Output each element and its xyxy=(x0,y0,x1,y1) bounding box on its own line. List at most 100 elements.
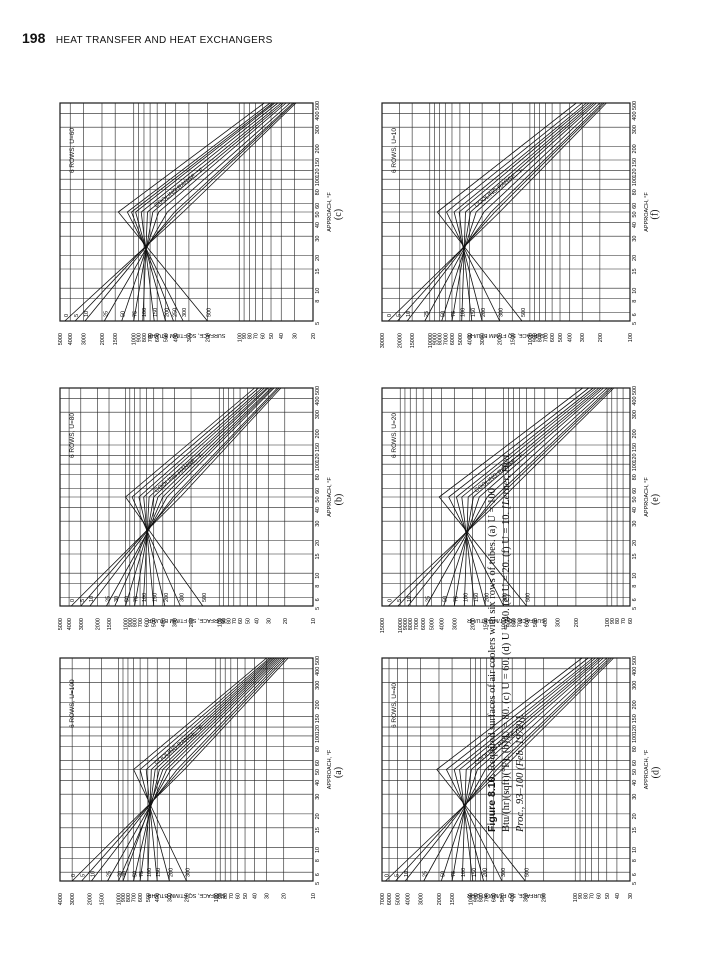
series-150-line xyxy=(140,102,279,322)
surface-tick-label: 400 xyxy=(174,333,180,342)
series-500-label: 500 xyxy=(524,868,530,877)
series-50-line xyxy=(125,387,272,607)
approach-tick-label: 150 xyxy=(632,714,638,723)
approach-tick-label: 60 xyxy=(315,760,321,766)
approach-tick-label: 10 xyxy=(315,288,321,294)
surface-tick-label: 2000 xyxy=(471,618,477,630)
approach-tick-label: 300 xyxy=(632,125,638,134)
surface-tick-label: 10 xyxy=(311,893,317,899)
x-axis-label: APPROACH, °F xyxy=(327,749,333,789)
series-10-line xyxy=(404,657,610,882)
series-300-label: 300 xyxy=(186,868,192,877)
surface-tick-label: 20 xyxy=(311,333,317,339)
page-number: 198 xyxy=(22,30,46,46)
surface-tick-label: 3000 xyxy=(419,893,425,905)
approach-tick-label: 30 xyxy=(632,794,638,800)
series-5-label: 5 xyxy=(80,599,86,602)
series-5-line xyxy=(395,657,612,882)
approach-tick-label: 80 xyxy=(632,746,638,752)
series-200-line xyxy=(138,387,263,607)
surface-tick-label: 4000 xyxy=(468,333,474,345)
approach-tick-label: 100 xyxy=(632,462,638,471)
approach-tick-label: 400 xyxy=(632,396,638,405)
surface-tick-label: 200 xyxy=(189,618,195,627)
series-0-line xyxy=(387,102,607,322)
surface-tick-label: 100 xyxy=(605,618,611,627)
series-200-line xyxy=(455,387,594,607)
series-75-line xyxy=(451,102,595,322)
series-300-label: 300 xyxy=(499,308,505,317)
surface-tick-label: 90 xyxy=(610,618,616,624)
surface-tick-label: 900 xyxy=(473,893,479,902)
series-10-line xyxy=(407,387,611,607)
chart-title: 6 ROWS, U=40 xyxy=(391,683,398,728)
surface-tick-label: 90 xyxy=(242,333,248,339)
figure-caption: Figure 8.10. Required surfaces of air co… xyxy=(485,452,545,832)
series-250-line xyxy=(131,102,274,322)
series-25-label: 25 xyxy=(106,871,112,877)
approach-tick-label: 20 xyxy=(632,255,638,261)
chart-panel-a: 5 6 8 10 15 20 30 40 50 60 80 100 120 150 200 300 400 500… xyxy=(38,650,353,905)
approach-tick-label: 40 xyxy=(632,222,638,228)
series-50-label: 50 xyxy=(121,311,127,317)
approach-tick-label: 100 xyxy=(315,462,321,471)
series-100-line xyxy=(142,387,268,607)
series-150-label: 150 xyxy=(471,308,477,317)
series-300-line xyxy=(126,102,271,322)
surface-tick-label: 5000 xyxy=(458,333,464,345)
chart-title: 6 ROWS, U=60 xyxy=(69,128,76,173)
surface-tick-label: 800 xyxy=(142,333,148,342)
series-150-line xyxy=(145,657,272,882)
series-300-line xyxy=(133,657,267,882)
surface-tick-label: 60 xyxy=(238,618,244,624)
surface-tick-label: 900 xyxy=(137,333,143,342)
series-30-label: 30 xyxy=(118,871,124,877)
chart-c-svg: 5810152030405060801001201502003004005005… xyxy=(58,101,333,345)
surface-tick-label: 400 xyxy=(510,893,516,902)
series-500-line xyxy=(436,657,583,882)
approach-tick-label: 120 xyxy=(632,168,638,177)
chart-b-svg: 5681015203040506080100120150200300400500… xyxy=(58,386,333,630)
surface-tick-label: 10000 xyxy=(398,618,404,633)
series-5-label: 5 xyxy=(395,874,401,877)
approach-tick-label: 5 xyxy=(315,322,321,325)
series-75-line xyxy=(139,657,275,882)
chart-d-svg: 5681015203040506080100120150200300400500… xyxy=(380,656,650,905)
surface-tick-label: 30 xyxy=(265,893,271,899)
surface-tick-label: 300 xyxy=(167,893,173,902)
series-150-label: 150 xyxy=(472,868,478,877)
approach-tick-label: 500 xyxy=(632,101,638,110)
approach-tick-label: 10 xyxy=(632,847,638,853)
series-300-label: 300 xyxy=(501,868,507,877)
approach-tick-label: 8 xyxy=(632,859,638,862)
surface-tick-label: 50 xyxy=(243,893,249,899)
series-50-line xyxy=(443,387,604,607)
approach-tick-label: 500 xyxy=(632,656,638,665)
series-10-line xyxy=(406,102,603,322)
series-150-line xyxy=(461,387,597,607)
series-200-label: 200 xyxy=(481,308,487,317)
surface-tick-label: 3000 xyxy=(70,893,76,905)
series-200-line xyxy=(135,102,276,322)
series-250-label: 250 xyxy=(172,308,178,317)
series-50-label: 50 xyxy=(440,871,446,877)
approach-tick-label: 80 xyxy=(632,474,638,480)
approach-tick-label: 6 xyxy=(632,313,638,316)
surface-tick-label: 70 xyxy=(232,618,238,624)
panel-label-c: (c) xyxy=(333,208,345,221)
surface-tick-label: 6000 xyxy=(387,893,393,905)
approach-tick-label: 500 xyxy=(315,656,321,665)
x-axis-label: APPROACH, °F xyxy=(644,749,650,789)
series-200-line xyxy=(453,102,587,322)
series-500-label: 500 xyxy=(521,308,527,317)
chart-title: 6 ROWS, U=80 xyxy=(69,413,76,458)
series-75-label: 75 xyxy=(451,871,457,877)
surface-tick-label: 6000 xyxy=(450,333,456,345)
surface-tick-label: 600 xyxy=(155,333,161,342)
series-50-label: 50 xyxy=(443,596,449,602)
page-header: 198 HEAT TRANSFER AND HEAT EXCHANGERS xyxy=(22,30,273,48)
surface-tick-label: 20000 xyxy=(398,333,404,348)
surface-tick-label: 3000 xyxy=(79,618,85,630)
approach-tick-label: 5 xyxy=(632,607,638,610)
approach-tick-label: 8 xyxy=(632,585,638,588)
